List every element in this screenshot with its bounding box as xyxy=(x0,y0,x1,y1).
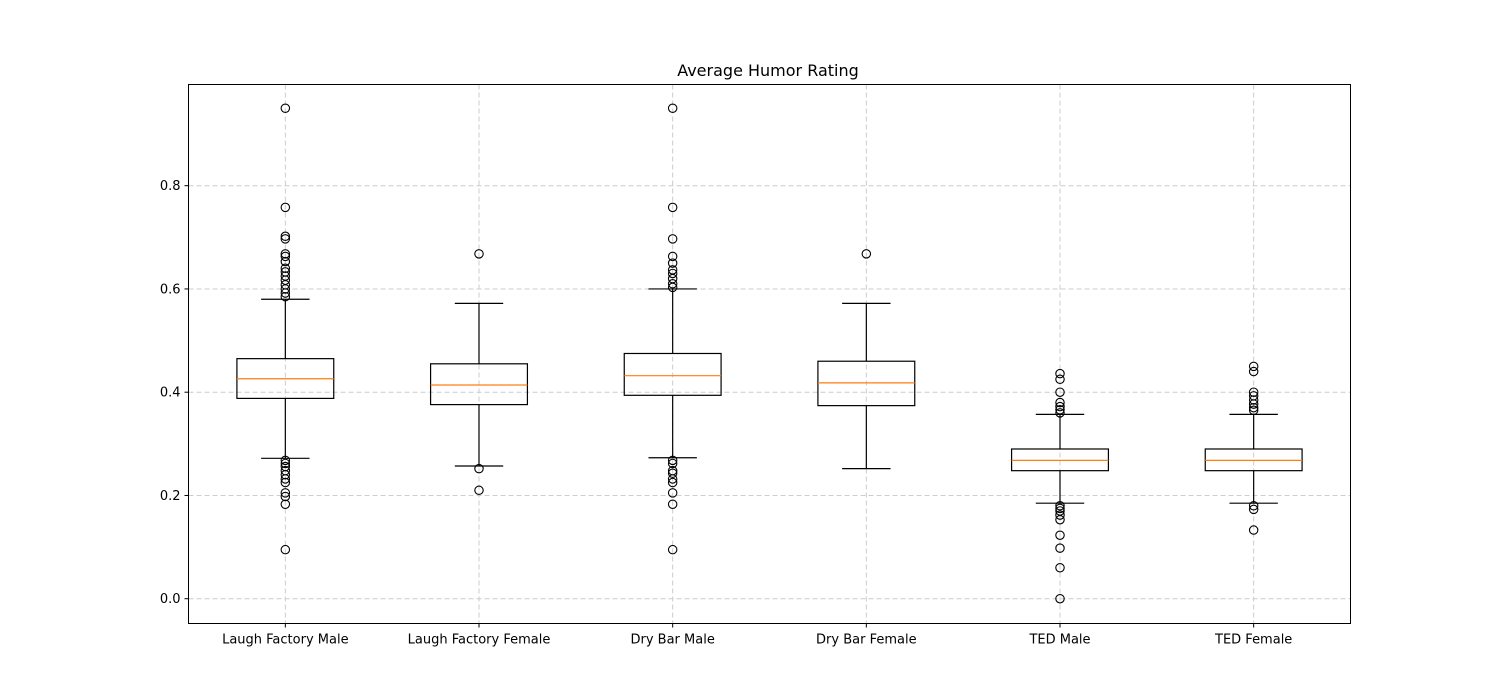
outlier-point xyxy=(1055,562,1065,573)
outlier-point xyxy=(280,256,291,267)
outlier-point xyxy=(1248,399,1259,409)
outlier-point xyxy=(667,103,678,113)
outlier-point xyxy=(280,470,291,480)
y-tick-label: 0.4 xyxy=(160,386,181,401)
outlier-point xyxy=(667,268,678,279)
outlier-point xyxy=(667,279,678,289)
outlier-point xyxy=(280,488,291,498)
outlier-point xyxy=(1055,405,1065,415)
outlier-point xyxy=(280,499,291,509)
chart-title: Average Humor Rating xyxy=(677,61,859,80)
x-tick-label: TED Male xyxy=(1028,633,1090,648)
outlier-point xyxy=(667,499,678,509)
outlier-point xyxy=(280,474,291,484)
outlier-point xyxy=(1055,593,1065,604)
outlier-point xyxy=(280,458,291,469)
outlier-point xyxy=(280,231,291,242)
outlier-point xyxy=(280,251,291,262)
outlier-point xyxy=(1055,503,1065,514)
outlier-point xyxy=(1055,408,1065,418)
outlier-point xyxy=(1055,543,1065,553)
y-tick-label: 0.0 xyxy=(160,592,181,607)
outlier-point xyxy=(280,477,291,488)
outlier-point xyxy=(667,474,678,484)
outlier-point xyxy=(667,458,678,469)
outlier-point xyxy=(861,249,872,259)
outlier-point xyxy=(667,234,678,244)
outlier-point xyxy=(667,202,678,213)
outlier-point xyxy=(1248,525,1259,535)
outlier-point xyxy=(280,455,291,466)
outlier-point xyxy=(280,491,291,502)
outlier-point xyxy=(1248,504,1259,515)
outlier-point xyxy=(280,263,291,274)
outlier-point xyxy=(667,282,678,293)
outlier-point xyxy=(667,455,678,466)
outlier-point xyxy=(667,544,678,555)
x-tick-label: Laugh Factory Female xyxy=(408,633,551,648)
y-tick-label: 0.8 xyxy=(160,179,181,194)
outlier-point xyxy=(667,258,678,268)
outlier-point xyxy=(474,463,484,474)
outlier-point xyxy=(1248,405,1259,416)
box-group xyxy=(429,249,529,496)
outlier-point xyxy=(1248,395,1259,405)
marks-layer xyxy=(236,103,1303,604)
box-group xyxy=(236,103,335,555)
outlier-point xyxy=(280,234,291,244)
outlier-point xyxy=(1248,366,1259,377)
outlier-point xyxy=(1055,501,1065,511)
x-tick-label: TED Female xyxy=(1214,633,1292,648)
box-group xyxy=(1010,368,1110,604)
outlier-point xyxy=(1055,401,1065,412)
x-tick-label: Dry Bar Male xyxy=(630,633,714,648)
outlier-point xyxy=(1055,514,1065,525)
outlier-point xyxy=(474,249,484,259)
outlier-point xyxy=(1248,402,1259,413)
outlier-point xyxy=(280,249,291,259)
box-iqr xyxy=(623,352,722,396)
outlier-point xyxy=(1055,510,1065,520)
outlier-point xyxy=(280,544,291,555)
outlier-point xyxy=(667,468,678,479)
outlier-point xyxy=(1055,374,1065,385)
outlier-point xyxy=(1055,387,1065,397)
outlier-point xyxy=(1248,361,1259,372)
outlier-point xyxy=(667,477,678,488)
outlier-point xyxy=(667,251,678,262)
y-tick-label: 0.6 xyxy=(160,282,181,297)
outlier-point xyxy=(1248,501,1259,511)
box-iqr xyxy=(429,363,529,406)
outlier-point xyxy=(1055,397,1065,408)
outlier-point xyxy=(280,284,291,294)
box-group xyxy=(817,249,916,470)
box-group xyxy=(1204,361,1303,535)
outlier-point xyxy=(280,103,291,113)
grid-layer xyxy=(188,84,1351,624)
plot-frame xyxy=(188,84,1351,624)
outlier-point xyxy=(474,485,484,496)
outlier-point xyxy=(280,291,291,302)
outlier-point xyxy=(1055,530,1065,540)
outlier-point xyxy=(1248,387,1259,397)
outlier-point xyxy=(667,488,678,498)
box-group xyxy=(623,103,722,555)
outlier-point xyxy=(280,202,291,213)
x-tick-label: Laugh Factory Male xyxy=(222,633,348,648)
axis-layer: 0.0 0.2 0.4 0.6 0.8 Laugh Factory Male Laugh F… xyxy=(160,179,1293,647)
x-tick-label: Dry Bar Female xyxy=(816,633,917,648)
outlier-point xyxy=(1055,368,1065,379)
outlier-point xyxy=(280,288,291,298)
y-tick-label: 0.2 xyxy=(160,489,181,504)
